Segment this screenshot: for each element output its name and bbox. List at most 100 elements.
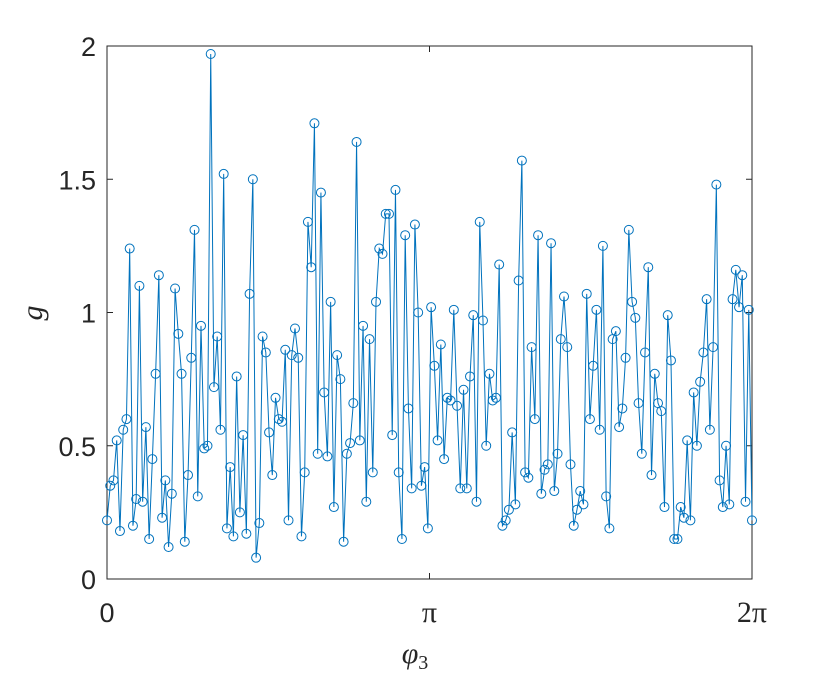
data-point-187 — [708, 342, 719, 353]
data-point-28 — [192, 491, 203, 502]
data-point-135 — [539, 464, 550, 475]
data-point-96 — [413, 307, 424, 318]
data-point-114 — [471, 496, 482, 507]
data-point-134 — [536, 488, 547, 499]
x-tick-label-1: π — [422, 596, 437, 629]
data-point-99 — [422, 523, 433, 534]
data-point-64 — [309, 118, 320, 129]
data-point-123 — [500, 515, 511, 526]
data-point-111 — [461, 483, 472, 494]
data-point-193 — [727, 294, 738, 305]
data-point-45 — [247, 174, 258, 185]
data-point-30 — [199, 443, 210, 454]
data-point-159 — [617, 403, 628, 414]
x-axis-label-subscript: 3 — [418, 652, 428, 674]
data-point-100 — [426, 302, 437, 313]
data-point-101 — [429, 360, 440, 371]
data-point-17 — [157, 512, 168, 523]
data-point-86 — [380, 208, 391, 219]
data-point-54 — [277, 416, 288, 427]
tick-labels: 0 π 2π 0 0.5 1 1.5 2 — [58, 32, 767, 629]
data-point-138 — [549, 486, 560, 497]
data-point-164 — [633, 398, 644, 409]
y-tick-label-4: 2 — [81, 32, 96, 62]
data-point-78 — [354, 435, 365, 446]
data-point-44 — [244, 288, 255, 299]
data-point-36 — [218, 168, 229, 179]
data-point-143 — [565, 459, 576, 470]
data-point-107 — [448, 304, 459, 315]
data-point-176 — [672, 534, 683, 545]
data-point-178 — [678, 512, 689, 523]
data-point-8 — [127, 520, 138, 531]
data-point-57 — [286, 350, 297, 361]
data-point-158 — [614, 422, 625, 433]
data-point-52 — [270, 392, 281, 403]
data-point-129 — [520, 467, 531, 478]
data-point-192 — [724, 499, 735, 510]
data-point-13 — [144, 534, 155, 545]
data-point-21 — [170, 283, 181, 294]
data-point-194 — [730, 264, 741, 275]
data-point-196 — [737, 270, 748, 281]
data-point-92 — [400, 230, 411, 241]
data-point-128 — [516, 155, 527, 166]
data-point-91 — [396, 534, 407, 545]
data-point-188 — [711, 179, 722, 190]
data-point-0 — [102, 515, 112, 526]
data-point-71 — [332, 350, 343, 361]
x-axis-label: φ3 — [402, 637, 429, 674]
data-point-37 — [221, 523, 232, 534]
data-point-184 — [698, 347, 709, 358]
data-point-65 — [312, 448, 323, 459]
data-point-60 — [296, 531, 307, 542]
data-point-160 — [620, 352, 631, 363]
data-point-73 — [338, 536, 349, 547]
data-point-150 — [588, 360, 599, 371]
data-point-198 — [743, 304, 754, 315]
data-point-190 — [717, 502, 728, 513]
data-point-197 — [740, 496, 751, 507]
plot-area — [106, 45, 753, 580]
data-point-181 — [688, 387, 699, 398]
data-point-69 — [325, 296, 336, 307]
data-point-153 — [597, 240, 608, 251]
data-point-66 — [315, 187, 326, 198]
data-point-22 — [173, 328, 184, 339]
data-point-189 — [714, 475, 725, 486]
data-point-16 — [153, 270, 164, 281]
data-point-25 — [183, 470, 194, 481]
data-point-179 — [682, 435, 693, 446]
y-tick-label-2: 1 — [81, 299, 96, 329]
data-point-174 — [665, 355, 676, 366]
data-point-171 — [656, 406, 667, 417]
data-point-112 — [465, 371, 476, 382]
x-tick-label-2: 2π — [737, 596, 767, 629]
data-point-46 — [251, 552, 262, 563]
data-point-173 — [662, 310, 673, 321]
y-tick-label-0: 0 — [81, 565, 96, 595]
data-point-48 — [257, 331, 268, 342]
data-point-27 — [189, 224, 200, 235]
data-point-166 — [640, 347, 651, 358]
data-point-18 — [160, 475, 171, 486]
data-point-10 — [134, 280, 145, 291]
data-point-77 — [351, 136, 362, 147]
data-point-43 — [241, 528, 252, 539]
data-point-183 — [695, 376, 706, 387]
data-point-24 — [179, 536, 190, 547]
data-point-125 — [507, 427, 518, 438]
data-point-19 — [163, 542, 174, 553]
data-point-148 — [581, 288, 592, 299]
data-point-168 — [646, 470, 657, 481]
data-point-137 — [546, 238, 557, 249]
data-point-185 — [701, 294, 712, 305]
data-point-90 — [393, 467, 404, 478]
data-point-105 — [442, 392, 453, 403]
data-point-75 — [345, 438, 356, 449]
data-point-172 — [659, 502, 670, 513]
data-point-29 — [195, 320, 206, 331]
data-point-94 — [406, 483, 417, 494]
data-point-165 — [636, 448, 647, 459]
data-point-120 — [490, 392, 501, 403]
